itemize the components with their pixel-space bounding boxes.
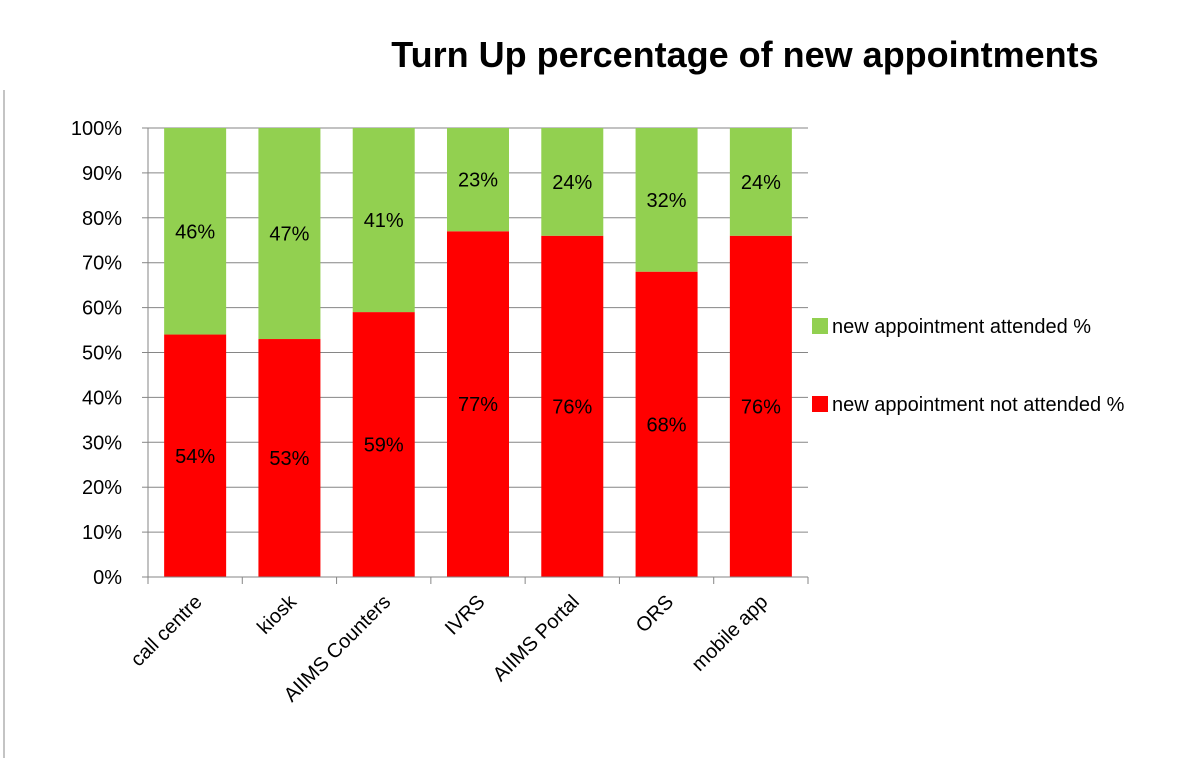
y-tick-label: 0% [93, 567, 122, 589]
x-category-label: AIIMS Portal [489, 591, 584, 686]
bar-segment [729, 128, 792, 236]
legend-label: new appointment attended % [832, 316, 1091, 338]
bar-data-label: 32% [647, 190, 687, 212]
y-tick-label: 30% [82, 432, 122, 454]
legend-label: new appointment not attended % [832, 394, 1125, 416]
bar-data-label: 54% [175, 446, 215, 468]
y-tick-label: 100% [71, 118, 122, 140]
bar-data-label: 76% [552, 396, 592, 418]
y-tick-label: 10% [82, 522, 122, 544]
x-category-label: call centre [127, 591, 207, 671]
bar-segment [635, 271, 698, 577]
bar-segment [164, 334, 227, 577]
bar-segment [541, 128, 604, 236]
x-category-label: IVRS [441, 591, 490, 640]
legend-swatch [812, 318, 828, 334]
bar-segment [541, 235, 604, 577]
bar-data-label: 24% [552, 172, 592, 194]
bar-data-label: 76% [741, 396, 781, 418]
y-tick-label: 40% [82, 387, 122, 409]
bar-segment [447, 231, 509, 577]
bar-segment [447, 128, 509, 232]
bar-data-label: 23% [458, 170, 498, 192]
x-category-label: mobile app [688, 591, 773, 676]
x-category-label: ORS [632, 591, 678, 637]
bar-data-label: 68% [647, 414, 687, 436]
bar-data-label: 77% [458, 394, 498, 416]
y-tick-label: 20% [82, 477, 122, 499]
legend-swatch [812, 396, 828, 412]
chart-title: Turn Up percentage of new appointments [391, 34, 1098, 75]
legend: new appointment attended % new appointmen… [812, 316, 1125, 416]
y-tick-label: 50% [82, 343, 122, 365]
y-tick-label: 80% [82, 208, 122, 230]
bar-data-label: 46% [175, 221, 215, 243]
bar-data-label: 59% [364, 435, 404, 457]
y-tick-label: 90% [82, 163, 122, 185]
y-tick-label: 60% [82, 298, 122, 320]
bar-data-label: 47% [269, 224, 309, 246]
bar-data-label: 53% [269, 448, 309, 470]
x-category-label: kiosk [253, 590, 301, 638]
bar-data-label: 41% [364, 210, 404, 232]
bar-segment [164, 128, 227, 335]
y-tick-label: 70% [82, 253, 122, 275]
bar-segment [258, 339, 321, 577]
bars [164, 128, 792, 577]
bar-segment [635, 128, 698, 272]
bar-segment [352, 312, 415, 577]
bar-labels: 54% 46% 53% 47% 59% 41% 77% 23% 76% 24% 68% 32% 76% 2… [175, 170, 781, 470]
bar-segment [258, 128, 321, 340]
bar-data-label: 24% [741, 172, 781, 194]
bar-segment [352, 128, 415, 313]
bar-segment [729, 235, 792, 577]
